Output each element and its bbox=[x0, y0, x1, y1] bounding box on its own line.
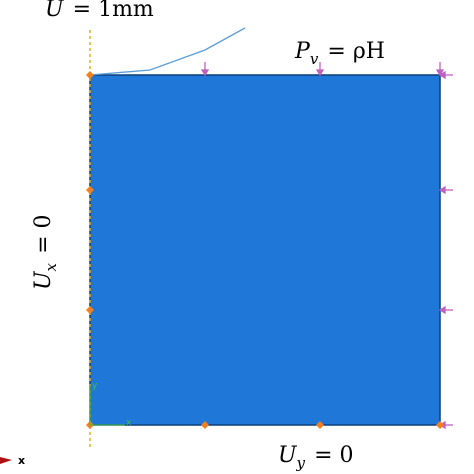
displacement-curve bbox=[89, 27, 246, 76]
label-part: P bbox=[294, 39, 311, 64]
global-x-label: x bbox=[18, 454, 25, 467]
left-bc-label: Ux = 0 bbox=[31, 214, 60, 290]
local-x-label: x bbox=[126, 418, 132, 428]
label-part: U bbox=[31, 270, 56, 290]
label-part: = ρH bbox=[327, 39, 385, 64]
global-axis-arrow bbox=[0, 457, 12, 464]
label-part: U bbox=[278, 443, 298, 468]
pressure-arrows bbox=[200, 62, 453, 430]
constraint-markers bbox=[86, 71, 444, 429]
label-part: = 0 bbox=[314, 443, 353, 468]
pressure-label: Pv = ρH bbox=[294, 39, 385, 68]
label-part: U bbox=[45, 0, 65, 22]
label-part: x bbox=[42, 262, 60, 271]
local-axes bbox=[89, 385, 125, 426]
label-part: y bbox=[296, 454, 306, 472]
label-part: = 1mm bbox=[73, 0, 154, 22]
label-part: = 0 bbox=[31, 214, 56, 253]
local-y-label: y bbox=[92, 381, 98, 391]
displacement-label: U = 1mm bbox=[45, 0, 154, 22]
domain bbox=[89, 74, 441, 426]
bottom-bc-label: Uy = 0 bbox=[278, 443, 354, 472]
label-part: v bbox=[310, 50, 319, 68]
